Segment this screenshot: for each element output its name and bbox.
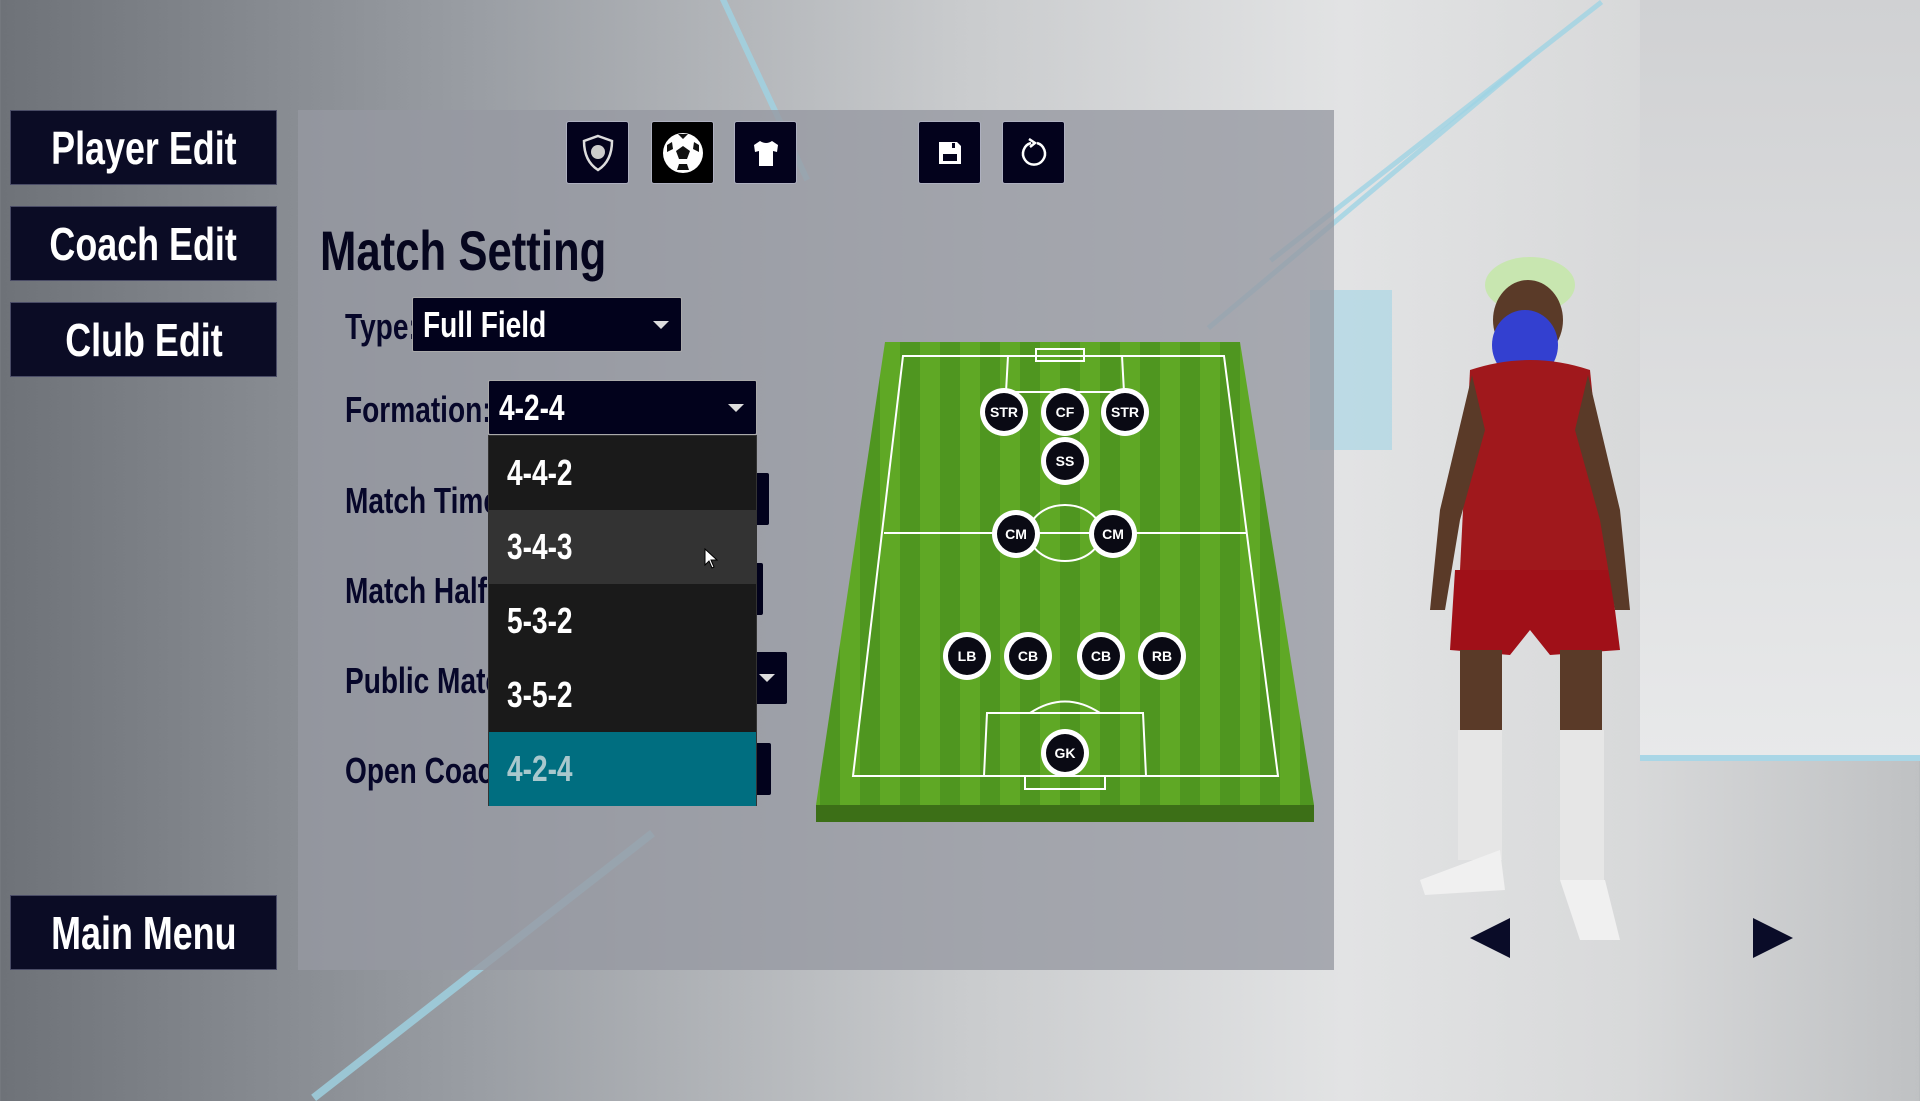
player-marker-gk[interactable]: GK — [1041, 729, 1089, 777]
player-marker-cf[interactable]: CF — [1041, 388, 1089, 436]
player-position-label: GK — [1046, 734, 1084, 772]
jersey-icon — [753, 140, 778, 166]
formation-pitch — [816, 342, 1314, 822]
page-title: Match Setting — [320, 219, 607, 282]
soccer-ball-icon — [662, 132, 703, 173]
player-marker-cb[interactable]: CB — [1004, 632, 1052, 680]
player-marker-ss[interactable]: SS — [1041, 437, 1089, 485]
reset-icon — [1021, 137, 1046, 166]
mouse-cursor-icon — [704, 548, 719, 569]
save-button[interactable] — [918, 121, 981, 184]
club-edit-button[interactable]: Club Edit — [10, 302, 277, 377]
player-position-label: CF — [1046, 393, 1084, 431]
previous-arrow-icon[interactable] — [1470, 918, 1510, 958]
player-edit-button[interactable]: Player Edit — [10, 110, 277, 185]
player-marker-str[interactable]: STR — [980, 388, 1028, 436]
match-half-label: Match Half: — [345, 570, 497, 611]
reset-button[interactable] — [1002, 121, 1065, 184]
formation-option-selected[interactable]: 4-2-4 — [489, 732, 756, 806]
player-marker-rb[interactable]: RB — [1138, 632, 1186, 680]
match-setting-button[interactable] — [651, 121, 714, 184]
save-icon — [938, 141, 961, 164]
chevron-down-icon — [759, 674, 775, 682]
player-position-label: STR — [1106, 393, 1144, 431]
player-position-label: RB — [1143, 637, 1181, 675]
player-marker-cb[interactable]: CB — [1077, 632, 1125, 680]
player-position-label: SS — [1046, 442, 1084, 480]
player-position-label: CM — [997, 515, 1035, 553]
match-time-label: Match Time: — [345, 480, 509, 521]
main-menu-button[interactable]: Main Menu — [10, 895, 277, 970]
chevron-down-icon — [653, 320, 669, 329]
type-label: Type: — [345, 306, 418, 347]
player-position-label: CB — [1009, 637, 1047, 675]
player-position-label: CB — [1082, 637, 1120, 675]
formation-option[interactable]: 3-4-3 — [489, 510, 756, 584]
shield-icon — [582, 134, 613, 171]
player-position-label: LB — [948, 637, 986, 675]
formation-option[interactable]: 4-4-2 — [507, 452, 573, 493]
player-marker-cm[interactable]: CM — [1089, 510, 1137, 558]
club-badge-button[interactable] — [566, 121, 629, 184]
formation-option[interactable]: 5-3-2 — [507, 600, 573, 641]
next-arrow-icon[interactable] — [1753, 918, 1793, 958]
player-position-label: CM — [1094, 515, 1132, 553]
formation-options-list: 4-4-2 3-4-3 5-3-2 3-5-2 4-2-4 — [488, 435, 757, 806]
formation-label: Formation: — [345, 389, 492, 430]
player-marker-lb[interactable]: LB — [943, 632, 991, 680]
player-model — [1420, 257, 1630, 940]
formation-dropdown[interactable]: 4-2-4 — [488, 380, 757, 435]
chevron-down-icon — [728, 403, 744, 412]
formation-option[interactable]: 3-5-2 — [507, 674, 573, 715]
coach-edit-button[interactable]: Coach Edit — [10, 206, 277, 281]
player-marker-str[interactable]: STR — [1101, 388, 1149, 436]
type-dropdown[interactable]: Full Field — [412, 297, 682, 352]
player-marker-cm[interactable]: CM — [992, 510, 1040, 558]
kit-button[interactable] — [734, 121, 797, 184]
player-position-label: STR — [985, 393, 1023, 431]
